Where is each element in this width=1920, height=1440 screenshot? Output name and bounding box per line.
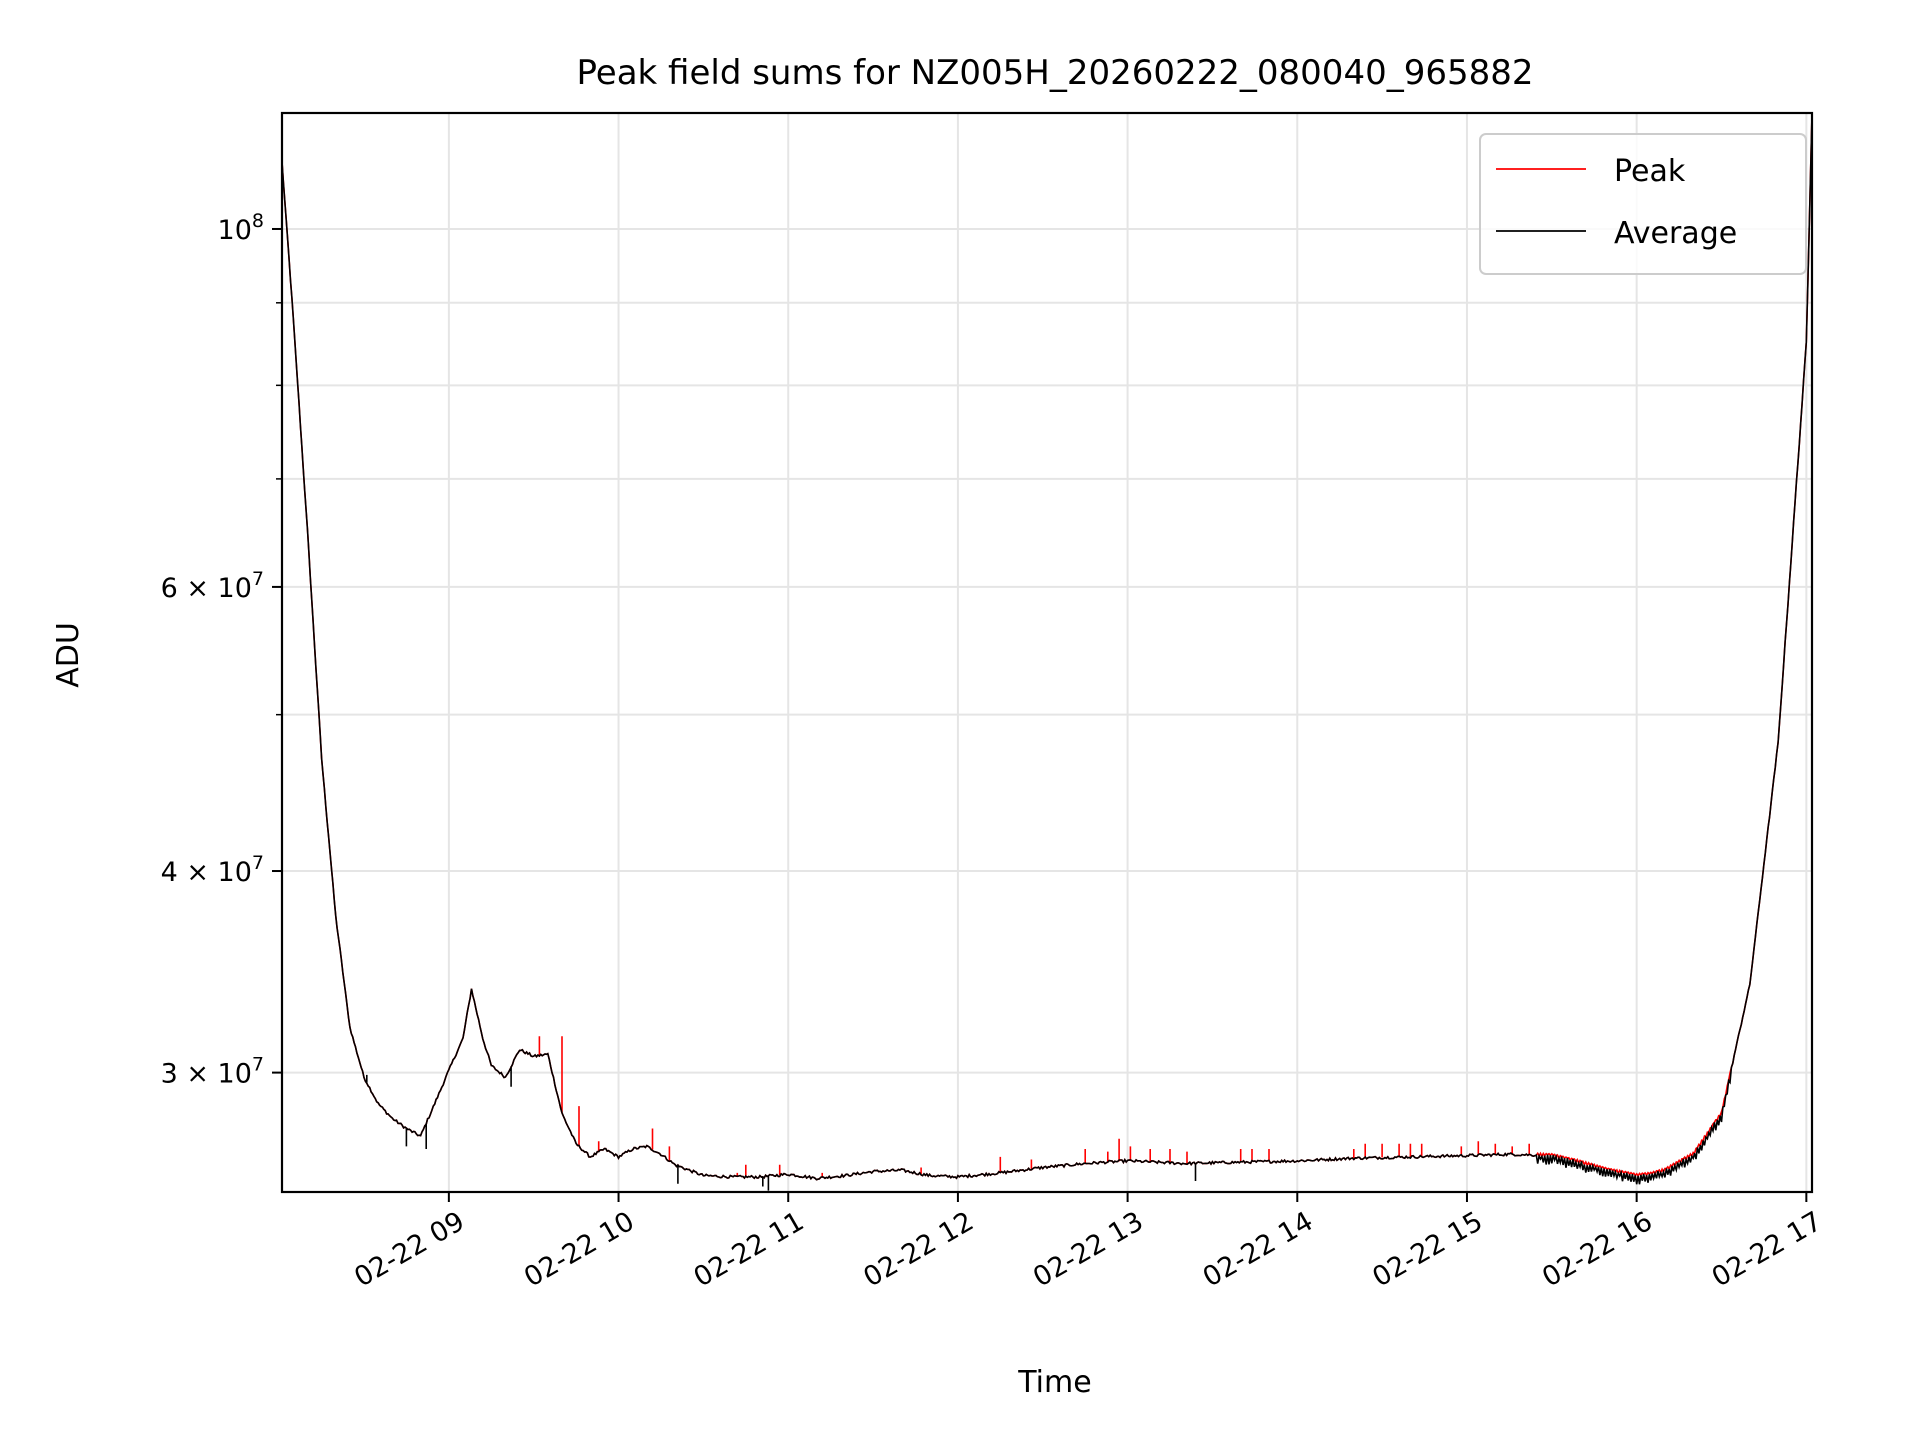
y-tick-label: 6 × 107 bbox=[161, 568, 264, 604]
chart-title: Peak field sums for NZ005H_20260222_0800… bbox=[577, 53, 1534, 93]
legend: Peak Average bbox=[1479, 133, 1807, 275]
axes-frame bbox=[280, 111, 1814, 1194]
legend-label-average: Average bbox=[1614, 216, 1737, 251]
y-axis-label: ADU bbox=[51, 622, 86, 688]
axes-border bbox=[280, 111, 1814, 1194]
series-average-line bbox=[282, 114, 1812, 1191]
plot-lines bbox=[282, 114, 1812, 1191]
y-tick-label: 108 bbox=[218, 210, 264, 246]
y-tick-label: 4 × 107 bbox=[161, 852, 264, 888]
x-axis-label: Time bbox=[1017, 1365, 1091, 1400]
y-tick-label: 3 × 107 bbox=[161, 1054, 264, 1090]
legend-label-peak: Peak bbox=[1614, 154, 1686, 189]
